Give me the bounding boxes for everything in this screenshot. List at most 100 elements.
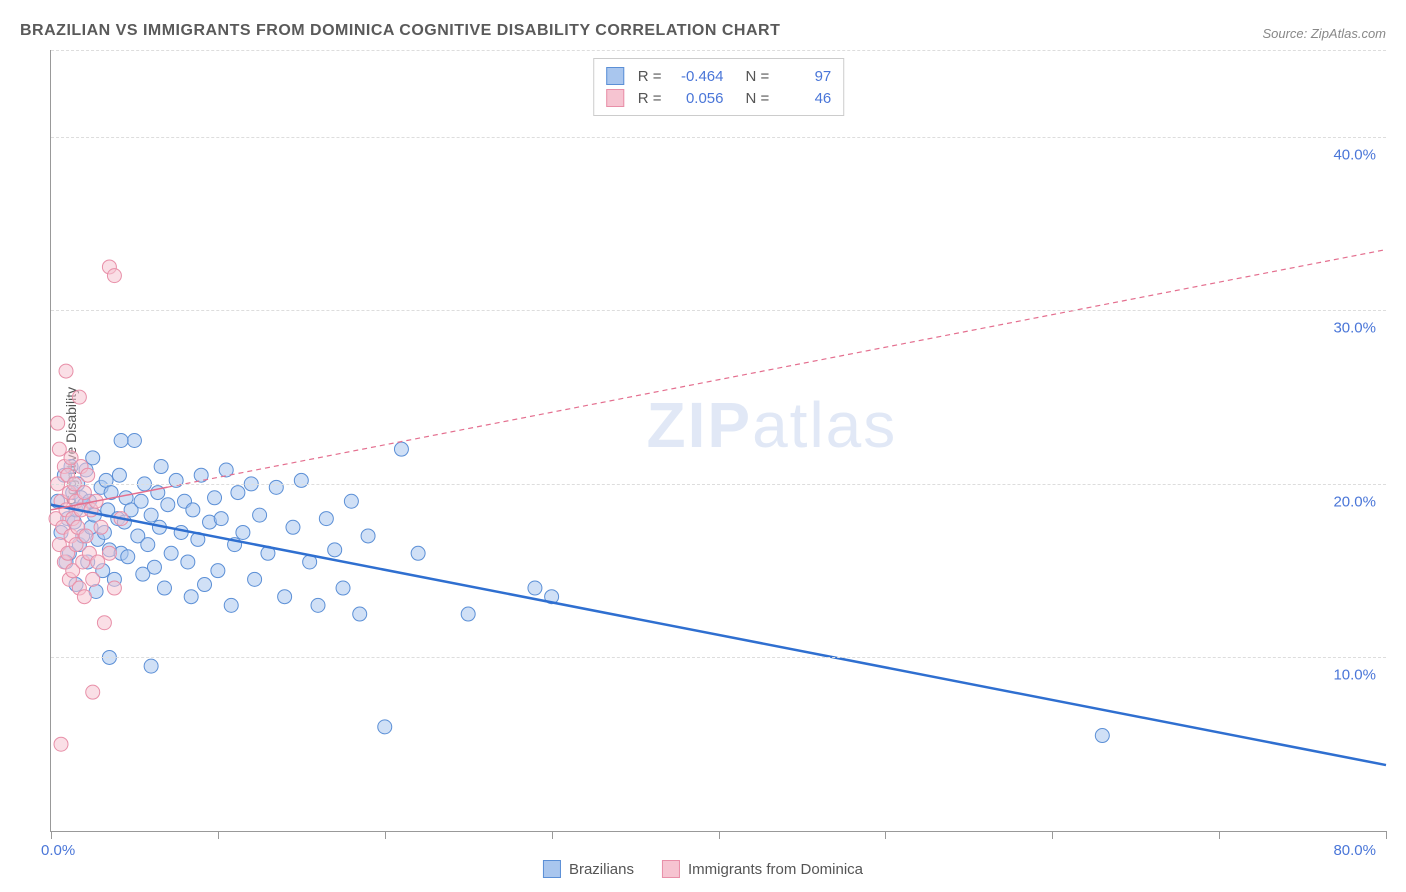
data-point	[114, 434, 128, 448]
data-point	[411, 546, 425, 560]
data-point	[157, 581, 171, 595]
stat-n-label: N =	[746, 68, 770, 85]
data-point	[77, 590, 91, 604]
chart-plot-area: ZIPatlas R =-0.464N =97R =0.056N =46 0.0…	[50, 50, 1386, 832]
data-point	[231, 486, 245, 500]
data-point	[91, 555, 105, 569]
stat-n-label: N =	[746, 90, 770, 107]
stat-n-value: 97	[779, 68, 831, 85]
data-point	[224, 598, 238, 612]
x-tick	[218, 831, 219, 839]
source-attribution: Source: ZipAtlas.com	[1262, 26, 1386, 41]
data-point	[86, 685, 100, 699]
data-point	[1095, 729, 1109, 743]
y-tick-label: 10.0%	[1333, 667, 1376, 684]
data-point	[144, 659, 158, 673]
data-point	[344, 494, 358, 508]
stat-r-label: R =	[638, 68, 662, 85]
data-point	[248, 572, 262, 586]
data-point	[361, 529, 375, 543]
stat-r-label: R =	[638, 90, 662, 107]
legend-swatch	[606, 67, 624, 85]
data-point	[97, 616, 111, 630]
data-point	[102, 546, 116, 560]
x-tick	[719, 831, 720, 839]
data-point	[184, 590, 198, 604]
data-point	[52, 442, 66, 456]
x-tick	[552, 831, 553, 839]
y-tick-label: 30.0%	[1333, 320, 1376, 337]
gridline-h	[51, 50, 1386, 51]
data-point	[107, 581, 121, 595]
data-point	[54, 737, 68, 751]
x-tick	[1219, 831, 1220, 839]
x-tick	[385, 831, 386, 839]
data-point	[311, 598, 325, 612]
data-point	[121, 550, 135, 564]
data-point	[72, 390, 86, 404]
data-point	[181, 555, 195, 569]
data-point	[144, 508, 158, 522]
stat-n-value: 46	[779, 90, 831, 107]
data-point	[59, 364, 73, 378]
data-point	[51, 416, 65, 430]
y-tick-label: 20.0%	[1333, 493, 1376, 510]
data-point	[94, 520, 108, 534]
stat-r-value: 0.056	[672, 90, 724, 107]
data-point	[211, 564, 225, 578]
gridline-h	[51, 310, 1386, 311]
legend-swatch	[543, 860, 561, 878]
series-legend: Brazilians Immigrants from Dominica	[543, 860, 863, 878]
stat-r-value: -0.464	[672, 68, 724, 85]
data-point	[278, 590, 292, 604]
data-point	[112, 468, 126, 482]
trend-line-extrapolated	[168, 250, 1386, 488]
data-point	[236, 525, 250, 539]
data-point	[147, 560, 161, 574]
gridline-h	[51, 137, 1386, 138]
y-tick-label: 40.0%	[1333, 146, 1376, 163]
data-point	[79, 529, 93, 543]
data-point	[81, 468, 95, 482]
legend-label: Brazilians	[569, 861, 634, 878]
x-tick	[1052, 831, 1053, 839]
x-axis-max-label: 80.0%	[1333, 842, 1376, 859]
data-point	[378, 720, 392, 734]
data-point	[353, 607, 367, 621]
x-tick	[885, 831, 886, 839]
legend-stat-row: R = 0.056 N = 46	[606, 87, 832, 109]
data-point	[319, 512, 333, 526]
data-point	[127, 434, 141, 448]
data-point	[253, 508, 267, 522]
legend-item: Brazilians	[543, 860, 634, 878]
x-axis-origin-label: 0.0%	[41, 842, 75, 859]
data-point	[164, 546, 178, 560]
x-tick	[51, 831, 52, 839]
data-point	[461, 607, 475, 621]
trend-line	[51, 505, 1386, 765]
data-point	[269, 480, 283, 494]
data-point	[77, 486, 91, 500]
correlation-legend: R = -0.464 N = 97 R = 0.056 N = 46	[593, 58, 845, 116]
legend-stat-row: R = -0.464 N = 97	[606, 65, 832, 87]
gridline-h	[51, 657, 1386, 658]
data-point	[214, 512, 228, 526]
legend-label: Immigrants from Dominica	[688, 861, 863, 878]
data-point	[141, 538, 155, 552]
legend-item: Immigrants from Dominica	[662, 860, 863, 878]
data-point	[169, 473, 183, 487]
chart-title: BRAZILIAN VS IMMIGRANTS FROM DOMINICA CO…	[20, 22, 780, 40]
data-point	[198, 578, 212, 592]
data-point	[336, 581, 350, 595]
data-point	[186, 503, 200, 517]
data-point	[107, 269, 121, 283]
data-point	[134, 494, 148, 508]
data-point	[294, 473, 308, 487]
scatter-plot-svg	[51, 50, 1386, 831]
data-point	[154, 460, 168, 474]
data-point	[86, 572, 100, 586]
data-point	[86, 451, 100, 465]
data-point	[286, 520, 300, 534]
data-point	[528, 581, 542, 595]
data-point	[161, 498, 175, 512]
